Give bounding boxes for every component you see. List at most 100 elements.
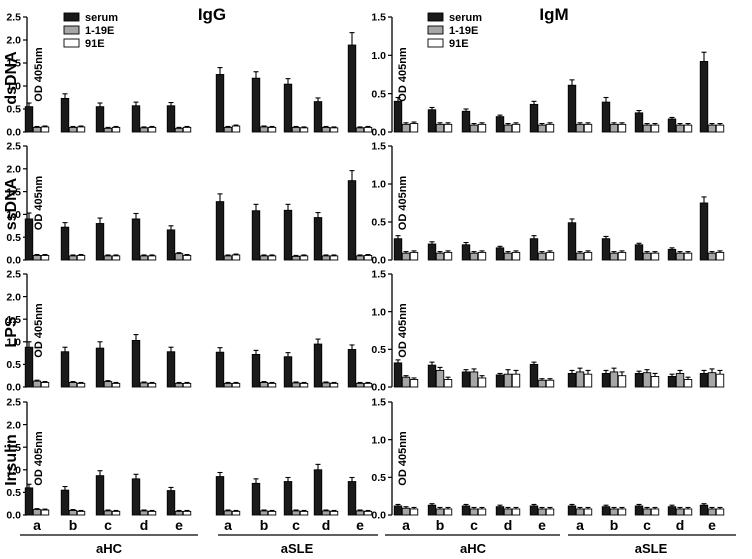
bar-1-19e	[32, 254, 42, 261]
y-tick-label: 1.0	[6, 465, 21, 477]
bar-91e	[443, 379, 453, 388]
bar-1-19e	[435, 123, 445, 133]
y-tick-label: 0.5	[371, 88, 386, 100]
bar-1-19e	[321, 510, 331, 516]
bar-1-19e	[32, 509, 42, 516]
bar-91e	[76, 254, 86, 261]
x-axis-labels-igm: a b c d e a b c d e aHC aSLE	[385, 517, 736, 556]
bar-1-19e	[642, 124, 652, 133]
y-tick-label: 0.5	[6, 232, 21, 244]
bar-serum	[60, 97, 70, 133]
y-tick-label: 2.5	[6, 12, 21, 24]
bar-91e	[583, 508, 593, 516]
bar-91e	[267, 510, 277, 516]
x-tick-label: a	[224, 517, 232, 533]
bar-1-19e	[675, 252, 685, 261]
bar-1-19e	[291, 255, 301, 261]
group-label-ahc: aHC	[96, 541, 123, 556]
legend-label: serum	[449, 12, 482, 24]
y-axis-label: OD 405nm	[397, 303, 409, 358]
bar-91e	[545, 379, 555, 388]
row-label-ssdna: ssDNA	[3, 177, 20, 230]
bar-1-19e	[321, 126, 331, 133]
x-tick-label: c	[470, 517, 478, 533]
x-tick-label: d	[676, 517, 685, 533]
bar-serum	[215, 476, 225, 516]
bar-1-19e	[223, 255, 233, 261]
y-tick-label: 0.5	[371, 217, 386, 229]
bar-91e	[111, 126, 121, 133]
bar-91e	[650, 124, 660, 133]
bar-91e	[231, 510, 241, 516]
bar-91e	[511, 123, 521, 133]
bar-serum	[495, 247, 505, 261]
bar-serum	[529, 238, 539, 261]
bar-serum	[60, 489, 70, 516]
bar-serum	[131, 478, 141, 516]
bar-91e	[267, 382, 277, 388]
bar-1-19e	[469, 124, 479, 133]
bar-91e	[617, 508, 627, 516]
legend-swatch	[427, 38, 444, 48]
chart-panels: 0.00.51.01.52.02.5OD 405nmserum1-19E91E0…	[6, 12, 725, 522]
y-tick-label: 0.5	[371, 344, 386, 356]
bar-1-19e	[223, 510, 233, 516]
panel-igm-ssdna: 0.0 0.5 1.0 1.5 OD 405nm	[371, 141, 725, 267]
bar-1-19e	[609, 252, 619, 261]
bar-91e	[147, 510, 157, 516]
bar-serum	[24, 218, 34, 261]
bar-1-19e	[609, 371, 619, 388]
bar-91e	[182, 126, 192, 133]
bar-1-19e	[707, 508, 717, 516]
legend-swatch	[427, 12, 444, 22]
group-label-asle: aSLE	[281, 541, 314, 556]
bar-serum	[347, 349, 357, 388]
bar-1-19e	[68, 510, 78, 516]
bar-serum	[251, 482, 261, 516]
y-tick-label: 0.0	[6, 510, 21, 522]
x-tick-label: c	[292, 517, 300, 533]
bar-91e	[329, 127, 339, 133]
y-tick-label: 1.5	[371, 397, 386, 409]
bar-serum	[95, 223, 105, 261]
bar-serum	[567, 505, 577, 516]
y-tick-label: 1.5	[6, 58, 21, 70]
legend-label: 91E	[449, 38, 469, 50]
bar-91e	[715, 373, 725, 388]
bar-91e	[147, 126, 157, 133]
y-tick-label: 1.0	[6, 337, 21, 349]
bar-serum	[24, 346, 34, 388]
legend-label: 1-19E	[85, 25, 114, 37]
column-title-igm: IgM	[539, 5, 568, 24]
bar-serum	[495, 374, 505, 388]
bar-serum	[131, 105, 141, 133]
bar-91e	[477, 508, 487, 516]
bar-91e	[329, 255, 339, 261]
row-label-dsdna: dsDNA	[3, 51, 20, 105]
bar-1-19e	[435, 252, 445, 261]
y-tick-label: 0.0	[6, 382, 21, 394]
bar-1-19e	[401, 507, 411, 516]
bar-serum	[24, 487, 34, 516]
bar-serum	[60, 351, 70, 388]
legend-swatch	[427, 25, 444, 35]
bar-91e	[409, 251, 419, 261]
bar-serum	[427, 504, 437, 516]
bar-1-19e	[435, 369, 445, 388]
legend-swatch	[63, 38, 80, 48]
bar-91e	[182, 254, 192, 261]
bar-serum	[699, 202, 709, 261]
bar-serum	[313, 343, 323, 388]
bar-serum	[461, 371, 471, 388]
bar-91e	[683, 508, 693, 516]
bar-serum	[495, 116, 505, 133]
bar-91e	[182, 382, 192, 388]
bar-91e	[231, 254, 241, 261]
bar-1-19e	[103, 381, 113, 388]
bar-serum	[166, 105, 176, 133]
bar-serum	[393, 100, 403, 133]
bar-serum	[427, 109, 437, 133]
bar-91e	[147, 255, 157, 261]
panel-igg-insulin: 0.0 0.5 1.0 1.5 2.0 2.5 OD 405nm	[6, 397, 373, 522]
